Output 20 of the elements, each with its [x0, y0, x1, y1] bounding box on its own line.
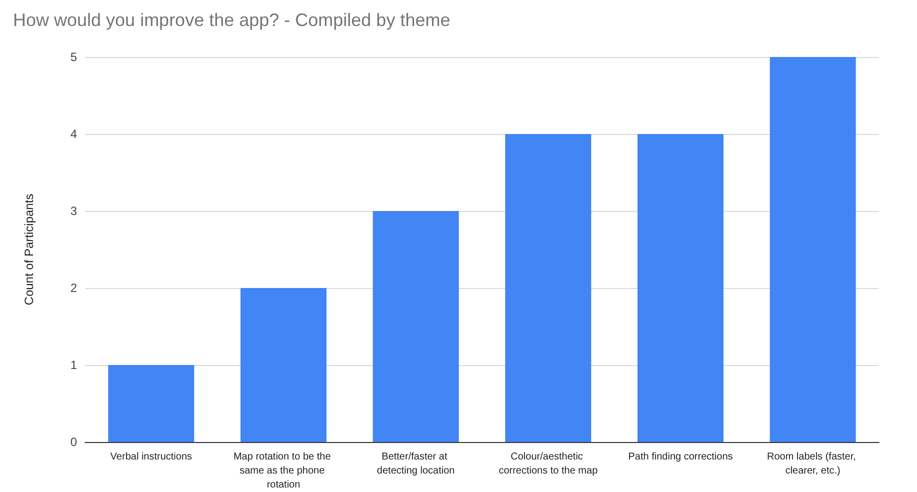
y-tick-label: 5: [70, 50, 78, 64]
y-axis-title: Count of Participants: [22, 194, 36, 306]
y-tick-label: 2: [70, 281, 78, 295]
y-tick-label: 3: [70, 204, 78, 218]
bar: [770, 57, 856, 442]
chart-title: How would you improve the app? - Compiled by theme: [13, 10, 450, 30]
x-tick-label: Room labels (faster, clearer, etc.): [766, 452, 859, 476]
y-tick-label: 4: [70, 127, 78, 141]
bar: [108, 365, 194, 442]
bar: [637, 134, 724, 442]
bar: [505, 134, 592, 442]
x-tick-label: Colour/aesthetic corrections to the map: [498, 452, 598, 476]
bar: [240, 288, 327, 442]
y-tick-label: 0: [70, 435, 78, 449]
x-tick-label: Better/faster at detecting location: [376, 452, 455, 476]
bar: [372, 211, 459, 442]
x-tick-label: Path finding corrections: [628, 452, 733, 462]
y-tick-label: 1: [70, 358, 78, 372]
x-tick-label: Map rotation to be the same as the phone rotation: [233, 452, 334, 490]
x-tick-label: Verbal instructions: [110, 452, 192, 462]
